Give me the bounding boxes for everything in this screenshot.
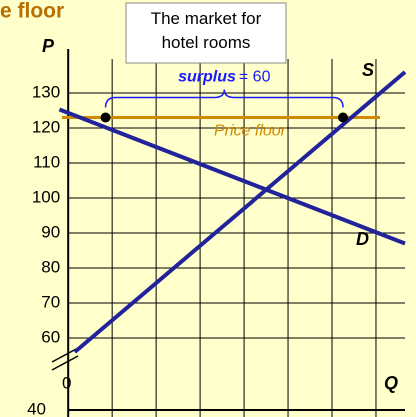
quantity-point xyxy=(338,112,349,123)
break-label: 0 xyxy=(62,373,71,392)
y-tick-label: 70 xyxy=(41,292,60,311)
y-tick-label: 120 xyxy=(32,117,60,136)
series-label: D xyxy=(356,229,369,249)
x-axis-label: Q xyxy=(384,373,398,393)
y-tick-label: 60 xyxy=(41,327,60,346)
y-tick-label: 90 xyxy=(41,222,60,241)
y-tick-label: 100 xyxy=(32,187,60,206)
series-label: S xyxy=(362,60,374,80)
annotation-line: hotel rooms xyxy=(162,33,251,52)
quantity-point xyxy=(100,112,111,123)
y-tick-label: 80 xyxy=(41,257,60,276)
annotation-box xyxy=(125,2,287,64)
series-line xyxy=(58,107,406,246)
annotation: The market for hotel rooms xyxy=(151,9,262,52)
surplus-label: surplus = 60 xyxy=(178,69,270,86)
chart-title: e floor xyxy=(0,0,64,23)
annotation-line: The market for xyxy=(151,9,262,28)
price-floor-label: Price floor xyxy=(214,123,287,140)
series-line xyxy=(73,70,407,354)
axis-break xyxy=(51,355,79,371)
y-axis-label: P xyxy=(42,36,55,56)
y-tick-label: 110 xyxy=(33,152,60,171)
y-tick-label: 130 xyxy=(32,82,60,101)
break-label: 40 xyxy=(27,399,46,417)
surplus-label: surplus xyxy=(178,69,236,86)
surplus-brace xyxy=(104,89,344,108)
surplus-value: = 60 xyxy=(239,69,271,86)
